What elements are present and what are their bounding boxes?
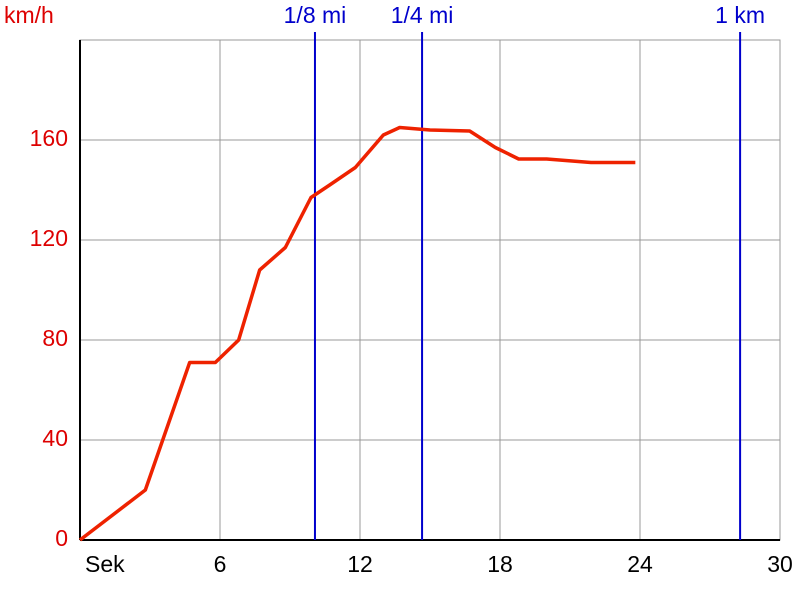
reference-label: 1/4 mi xyxy=(391,2,454,28)
x-tick-label: 12 xyxy=(347,551,373,577)
x-tick-label: 6 xyxy=(214,551,227,577)
plot-frame xyxy=(79,39,781,541)
y-tick-label: 0 xyxy=(55,525,68,551)
y-tick-label: 160 xyxy=(30,125,68,151)
x-tick-label: Sek xyxy=(85,551,125,577)
data-line xyxy=(78,125,636,542)
reference-label: 1 km xyxy=(715,2,765,28)
x-tick-label: 18 xyxy=(487,551,513,577)
x-tick-label: 24 xyxy=(627,551,653,577)
reference-label: 1/8 mi xyxy=(284,2,347,28)
y-axis-label: km/h xyxy=(4,2,54,28)
x-tick-label: 30 xyxy=(767,551,793,577)
y-tick-label: 40 xyxy=(42,425,68,451)
y-tick-label: 80 xyxy=(42,325,68,351)
y-tick-label: 120 xyxy=(30,225,68,251)
